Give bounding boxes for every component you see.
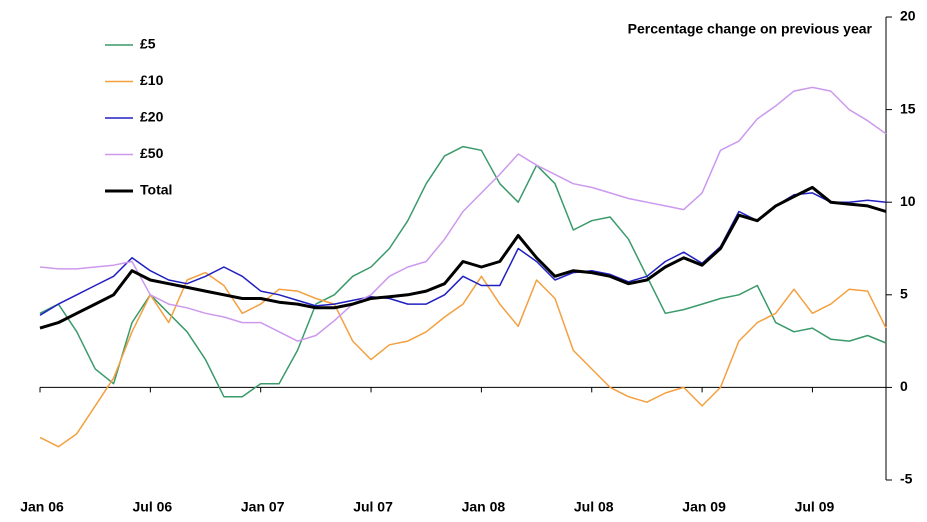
legend-label: £50: [140, 145, 164, 161]
legend-label: £10: [140, 72, 164, 88]
series-line: [39, 271, 887, 448]
x-tick-label: Jan 08: [462, 499, 506, 515]
series-line: [39, 192, 887, 316]
y-tick-label: 5: [900, 286, 908, 302]
x-tick-label: Jul 06: [132, 499, 172, 515]
series-line: [39, 185, 887, 330]
series-line: [39, 145, 887, 398]
chart-title: Percentage change on previous year: [628, 21, 873, 37]
y-tick-label: 0: [900, 378, 908, 394]
y-tick-label: 15: [900, 100, 916, 116]
legend-label: Total: [140, 182, 172, 198]
series-line: [39, 86, 887, 342]
x-tick-label: Jan 06: [20, 499, 64, 515]
x-tick-label: Jan 09: [682, 499, 726, 515]
y-tick-label: -5: [900, 471, 913, 487]
y-tick-label: 10: [900, 193, 916, 209]
x-tick-label: Jul 08: [574, 499, 614, 515]
x-tick-label: Jul 09: [795, 499, 835, 515]
legend-label: £20: [140, 109, 164, 125]
y-tick-label: 20: [900, 8, 916, 24]
x-tick-label: Jan 07: [241, 499, 285, 515]
legend-label: £5: [140, 36, 156, 52]
x-tick-label: Jul 07: [353, 499, 393, 515]
